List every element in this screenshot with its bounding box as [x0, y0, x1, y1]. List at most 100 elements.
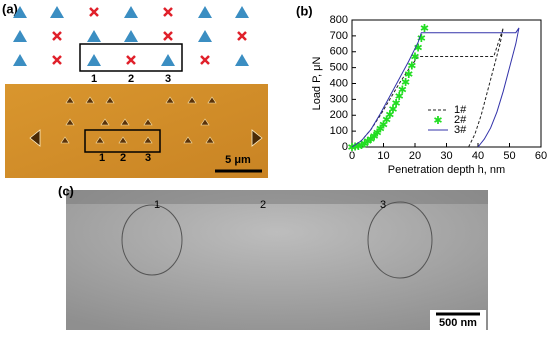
- indent-label: 2: [120, 152, 126, 164]
- indent-symbol: [50, 6, 64, 18]
- scale-label: 5 μm: [225, 154, 251, 166]
- afm-indent: [205, 136, 215, 144]
- data-point: ✱: [357, 140, 366, 152]
- data-point: ✱: [410, 52, 419, 64]
- cross-symbol: [163, 31, 173, 41]
- data-point: ✱: [401, 77, 410, 89]
- data-point: ✱: [379, 119, 388, 131]
- data-point: ✱: [347, 142, 356, 154]
- x-tick-label: 0: [349, 150, 355, 162]
- afm-indent: [85, 96, 95, 104]
- tem-image: [66, 190, 488, 330]
- x-tick-label: 60: [535, 150, 547, 162]
- afm-image: [5, 84, 268, 178]
- cross-symbol: [52, 55, 62, 65]
- afm-indent: [143, 118, 153, 126]
- data-point: ✱: [407, 60, 416, 72]
- afm-indent: [95, 136, 105, 144]
- panel-label: (a): [2, 1, 18, 16]
- data-point: ✱: [376, 124, 385, 136]
- indent-symbol: [198, 6, 212, 18]
- indent-label: 3: [165, 73, 171, 85]
- indent-label: 2: [260, 199, 266, 211]
- selection-box: [84, 129, 161, 153]
- data-point: ✱: [382, 115, 391, 127]
- indent-symbol: [13, 6, 27, 18]
- legend-label: 2#: [454, 114, 467, 126]
- y-axis-label: Load P, μN: [311, 57, 323, 111]
- y-tick-label: 500: [330, 62, 348, 74]
- afm-indent: [60, 136, 70, 144]
- selection-box: [79, 43, 183, 72]
- data-point: ✱: [373, 127, 382, 139]
- cross-symbol: [126, 55, 136, 65]
- indent-label: 1: [91, 73, 97, 85]
- x-tick-label: 50: [503, 150, 515, 162]
- y-tick-label: 100: [330, 125, 348, 137]
- data-line: [351, 27, 520, 148]
- data-line: [351, 27, 504, 148]
- x-tick-label: 10: [377, 150, 389, 162]
- data-point: ✱: [395, 91, 404, 103]
- y-tick-label: 400: [330, 77, 348, 89]
- indent-symbol: [161, 54, 175, 66]
- afm-indent: [183, 136, 193, 144]
- indent-label: 3: [380, 199, 386, 211]
- indent-label: 3: [145, 152, 151, 164]
- data-point: ✱: [354, 141, 363, 153]
- dislocation-zone: [121, 204, 183, 276]
- afm-indent: [65, 96, 75, 104]
- data-point: ✱: [385, 110, 394, 122]
- indent-symbol: [87, 30, 101, 42]
- y-tick-label: 600: [330, 46, 348, 58]
- data-point: ✱: [369, 131, 378, 143]
- legend-swatch: ✱: [433, 115, 442, 127]
- data-point: ✱: [366, 134, 375, 146]
- indent-label: 1: [154, 199, 160, 211]
- panel-label: (c): [58, 183, 74, 198]
- afm-indent: [29, 129, 41, 147]
- data-point: ✱: [414, 43, 423, 55]
- legend-label: 3#: [454, 124, 467, 136]
- panel-a: (a) 5 μm 1 2 3 1 2 3: [2, 1, 268, 178]
- panel-label: (b): [296, 3, 313, 18]
- x-tick-label: 20: [409, 150, 421, 162]
- data-point: ✱: [398, 84, 407, 96]
- afm-indent: [187, 96, 197, 104]
- indent-symbol: [13, 54, 27, 66]
- indent-symbol: [198, 30, 212, 42]
- x-tick-label: 40: [472, 150, 484, 162]
- indent-label: 2: [128, 73, 134, 85]
- y-tick-label: 800: [330, 14, 348, 26]
- cross-symbol: [200, 55, 210, 65]
- data-point: ✱: [363, 136, 372, 148]
- indent-symbol: [235, 6, 249, 18]
- dislocation-zone: [367, 201, 433, 279]
- data-point: ✱: [417, 33, 426, 45]
- afm-indent: [165, 96, 175, 104]
- indent-symbol: [124, 6, 138, 18]
- afm-indent: [118, 136, 128, 144]
- cross-symbol: [237, 31, 247, 41]
- indent-symbol: [235, 54, 249, 66]
- y-tick-label: 200: [330, 109, 348, 121]
- x-axis-label: Penetration depth h, nm: [388, 164, 505, 176]
- afm-indent: [105, 96, 115, 104]
- data-point: ✱: [404, 69, 413, 81]
- indent-symbol: [87, 54, 101, 66]
- indent-symbol: [124, 30, 138, 42]
- afm-indent: [251, 129, 263, 147]
- legend-label: 1#: [454, 104, 467, 116]
- afm-indent: [200, 118, 210, 126]
- cross-symbol: [163, 7, 173, 17]
- indent-label: 1: [99, 152, 105, 164]
- cross-symbol: [89, 7, 99, 17]
- y-tick-label: 0: [342, 141, 348, 153]
- data-point: ✱: [391, 98, 400, 110]
- y-tick-label: 300: [330, 93, 348, 105]
- afm-indent: [143, 136, 153, 144]
- data-point: ✱: [420, 23, 429, 35]
- data-point: ✱: [360, 138, 369, 150]
- indent-symbol: [13, 30, 27, 42]
